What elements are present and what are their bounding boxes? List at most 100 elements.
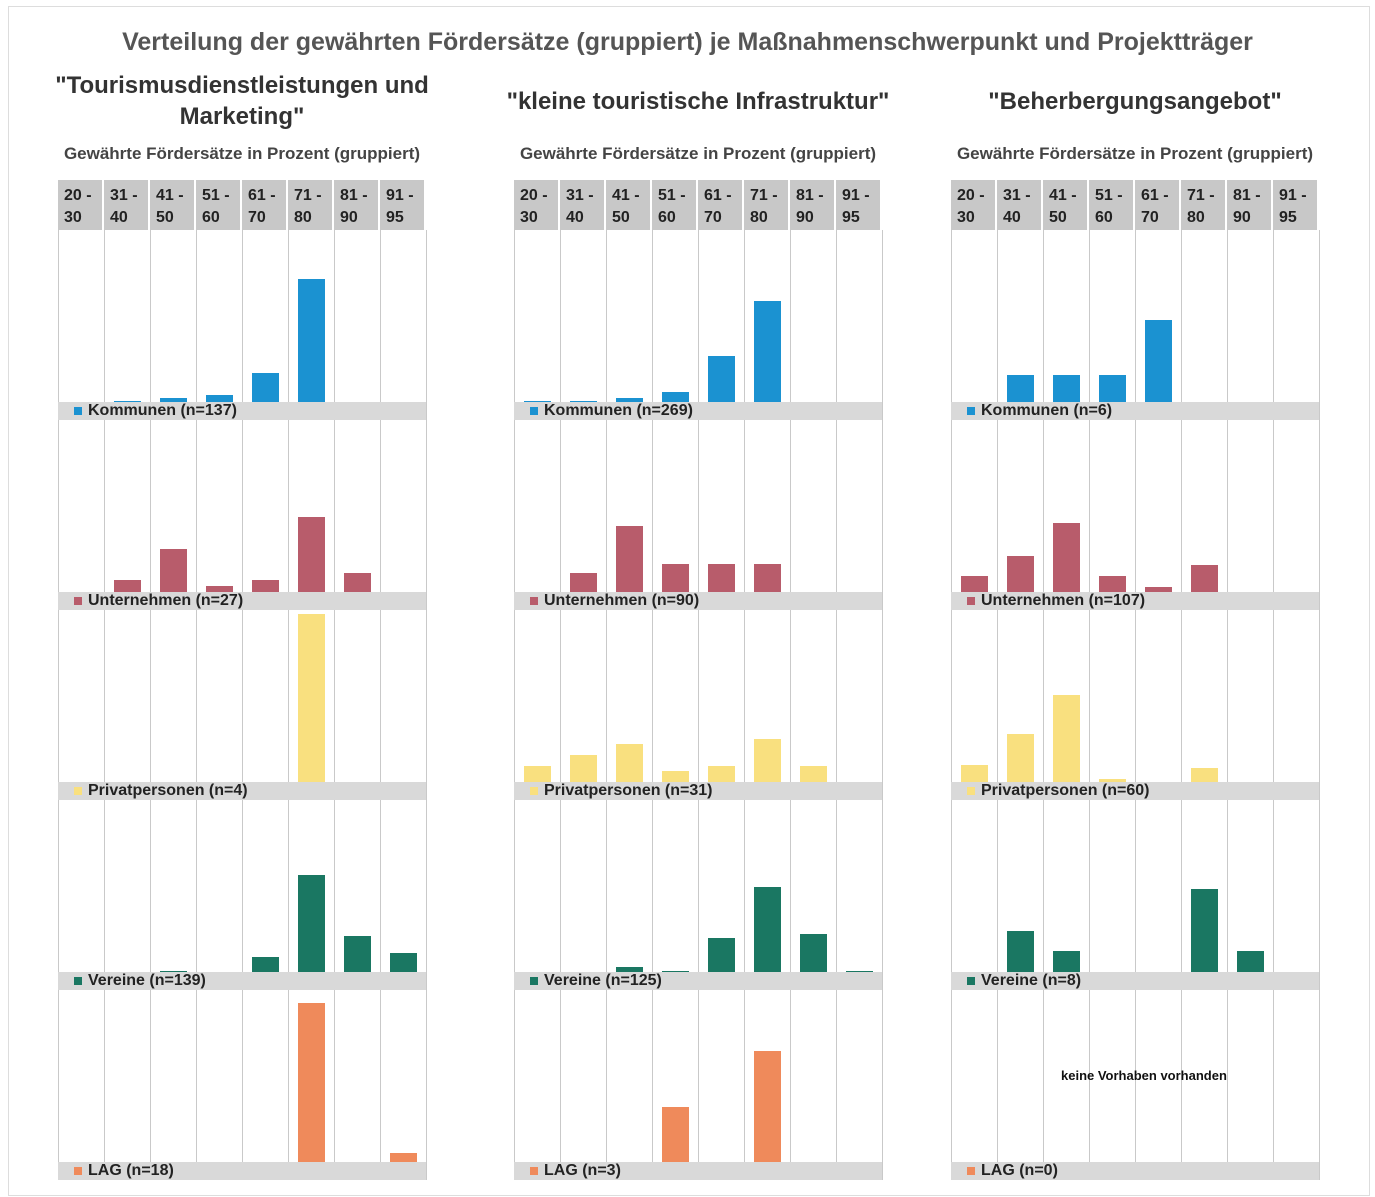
bar	[1190, 767, 1218, 782]
category-label: 91 - 95	[836, 180, 882, 230]
bar	[343, 935, 371, 972]
column-title: "Tourismusdienstleistungen und Marketing…	[55, 72, 429, 130]
legend-label: Vereine (n=139)	[88, 972, 206, 989]
bar	[661, 771, 689, 782]
separator	[744, 230, 745, 1180]
legend-strip: LAG (n=0)	[951, 1162, 1319, 1180]
legend-swatch	[530, 407, 538, 415]
bar	[159, 398, 187, 402]
legend-strip: Kommunen (n=137)	[58, 402, 426, 420]
separator	[380, 230, 381, 1180]
bar	[707, 765, 735, 782]
bar	[1006, 374, 1034, 402]
column-title: "kleine touristische Infrastruktur"	[506, 87, 890, 115]
legend-swatch	[530, 597, 538, 605]
bar	[799, 933, 827, 972]
legend-swatch	[967, 597, 975, 605]
bar	[297, 614, 325, 782]
legend-label: LAG (n=0)	[981, 1162, 1058, 1179]
bar	[1236, 951, 1264, 972]
legend-swatch	[74, 1167, 82, 1175]
legend-swatch	[530, 977, 538, 985]
bar	[297, 517, 325, 592]
legend-swatch	[967, 1167, 975, 1175]
legend-strip: Unternehmen (n=27)	[58, 592, 426, 610]
separator	[790, 230, 791, 1180]
separator	[1227, 230, 1228, 1180]
legend-swatch	[74, 977, 82, 985]
category-label: 71 - 80	[744, 180, 790, 230]
bar	[960, 765, 988, 782]
subtitle: Gewährte Fördersätze in Prozent (gruppie…	[956, 144, 1314, 163]
separator	[1273, 230, 1274, 1180]
legend-strip: Privatpersonen (n=31)	[514, 782, 882, 800]
category-label: 20 - 30	[514, 180, 560, 230]
category-label: 91 - 95	[380, 180, 426, 230]
legend-strip: Privatpersonen (n=60)	[951, 782, 1319, 800]
separator	[150, 230, 151, 1180]
category-label: 61 - 70	[1135, 180, 1181, 230]
legend-strip: LAG (n=3)	[514, 1162, 882, 1180]
legend-label: Vereine (n=8)	[981, 972, 1082, 989]
bar	[615, 398, 643, 402]
legend-swatch	[967, 787, 975, 795]
bar	[753, 887, 781, 972]
column-title: "Beherbergungsangebot"	[988, 87, 1282, 115]
category-label: 61 - 70	[242, 180, 288, 230]
category-label: 41 - 50	[1043, 180, 1089, 230]
category-label: 61 - 70	[698, 180, 744, 230]
legend-strip: Kommunen (n=6)	[951, 402, 1319, 420]
bar	[1052, 694, 1080, 782]
bar	[389, 952, 417, 972]
bar	[753, 563, 781, 592]
separator	[606, 230, 607, 1180]
bar	[707, 937, 735, 972]
category-label: 51 - 60	[1089, 180, 1135, 230]
legend-label: Kommunen (n=137)	[88, 402, 237, 419]
legend-label: LAG (n=18)	[88, 1162, 174, 1179]
separator	[196, 230, 197, 1180]
bar	[1052, 522, 1080, 592]
bar	[569, 400, 597, 402]
bar	[1190, 565, 1218, 592]
legend-label: Unternehmen (n=107)	[981, 592, 1146, 609]
separator	[652, 230, 653, 1180]
bar	[159, 970, 187, 972]
bar	[1098, 779, 1126, 782]
legend-strip: Vereine (n=139)	[58, 972, 426, 990]
category-label: 20 - 30	[58, 180, 104, 230]
bar	[389, 1152, 417, 1162]
bar	[523, 400, 551, 402]
category-label: 91 - 95	[1273, 180, 1319, 230]
separator	[951, 230, 952, 1180]
category-label: 81 - 90	[1227, 180, 1273, 230]
separator	[836, 230, 837, 1180]
separator	[1043, 230, 1044, 1180]
frame	[8, 6, 1370, 1196]
bar	[251, 373, 279, 402]
bar	[753, 1051, 781, 1162]
separator	[288, 230, 289, 1180]
bar	[569, 573, 597, 592]
category-label: 31 - 40	[997, 180, 1043, 230]
separator	[698, 230, 699, 1180]
separator	[104, 230, 105, 1180]
bar	[661, 563, 689, 592]
legend-label: Privatpersonen (n=4)	[88, 782, 248, 799]
category-label: 41 - 50	[606, 180, 652, 230]
bar	[1144, 587, 1172, 592]
legend-swatch	[967, 977, 975, 985]
bar	[615, 744, 643, 782]
legend-strip: Unternehmen (n=107)	[951, 592, 1319, 610]
category-label: 41 - 50	[150, 180, 196, 230]
legend-label: Privatpersonen (n=31)	[544, 782, 713, 799]
category-label: 51 - 60	[652, 180, 698, 230]
bar	[615, 966, 643, 972]
category-label: 81 - 90	[334, 180, 380, 230]
bar	[753, 739, 781, 782]
subtitle: Gewährte Fördersätze in Prozent (gruppie…	[63, 144, 421, 163]
separator	[560, 230, 561, 1180]
legend-strip: Kommunen (n=269)	[514, 402, 882, 420]
separator	[997, 230, 998, 1180]
